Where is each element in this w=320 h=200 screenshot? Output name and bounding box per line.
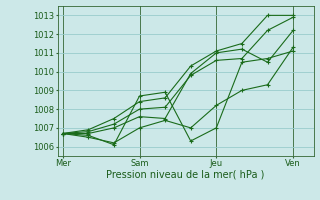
X-axis label: Pression niveau de la mer( hPa ): Pression niveau de la mer( hPa ) xyxy=(107,170,265,180)
